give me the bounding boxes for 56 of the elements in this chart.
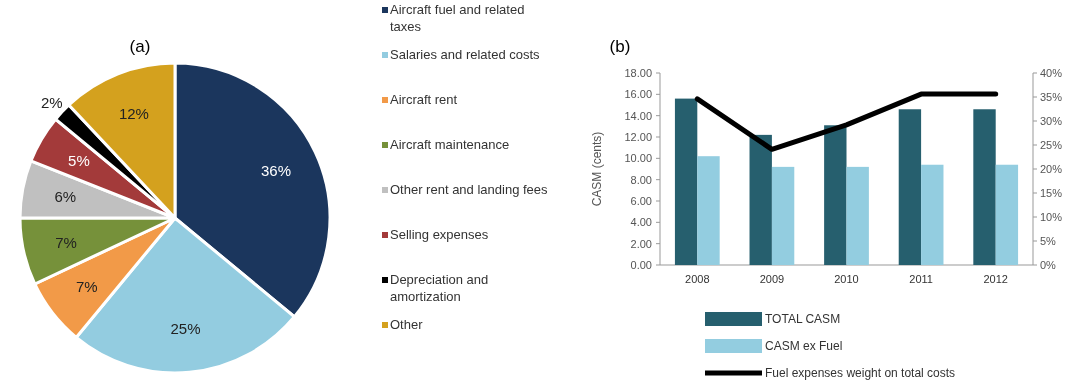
y-axis-title: CASM (cents) [590, 131, 604, 207]
data-label: 7% [55, 233, 77, 251]
bar [921, 164, 944, 265]
x-tick-label: 2009 [759, 273, 785, 285]
y2-tick-label: 35% [1040, 90, 1063, 103]
legend-label: Depreciation and amortization [390, 272, 489, 304]
bar [824, 125, 847, 265]
legend-label: Aircraft rent [390, 92, 458, 107]
bar [898, 109, 922, 265]
y-tick-label: 6.00 [630, 194, 652, 207]
legend-label: Other [390, 317, 424, 332]
bar [749, 134, 772, 265]
legend-label: Aircraft maintenance [390, 137, 510, 152]
y2-tick-label: 20% [1040, 162, 1063, 175]
data-label: 25% [170, 320, 201, 338]
x-tick-label: 2012 [983, 273, 1008, 285]
legend-label: Selling expenses [390, 227, 489, 242]
data-label: 36% [260, 161, 291, 179]
data-label: 5% [68, 152, 90, 170]
chart-title: (b) [609, 37, 631, 56]
y-tick-label: 2.00 [630, 237, 652, 250]
bar [973, 109, 996, 265]
legend-label: Salaries and related costs [390, 47, 541, 62]
y-tick-label: 16.00 [624, 88, 652, 101]
legend-label: Fuel expenses weight on total costs [765, 366, 956, 381]
bar [846, 166, 869, 265]
data-label: 2% [40, 93, 63, 111]
y-tick-label: 10.00 [624, 152, 652, 165]
y2-tick-label: 40% [1040, 66, 1063, 79]
x-tick-label: 2008 [685, 273, 710, 285]
x-tick-label: 2010 [834, 273, 859, 285]
bar [995, 164, 1019, 265]
y-tick-label: 14.00 [624, 109, 652, 122]
y2-tick-label: 25% [1040, 138, 1063, 151]
legend-label: Aircraft fuel and related taxes [390, 2, 525, 34]
bar [771, 166, 795, 265]
y2-tick-label: 0% [1040, 258, 1057, 271]
y-tick-label: 8.00 [630, 173, 652, 186]
y2-tick-label: 15% [1040, 186, 1063, 199]
y-tick-label: 4.00 [630, 216, 652, 229]
legend-label: CASM ex Fuel [765, 339, 843, 354]
data-label: 6% [54, 188, 77, 206]
y2-tick-label: 30% [1040, 114, 1063, 127]
y2-tick-label: 10% [1040, 210, 1063, 223]
legend-label: Other rent and landing fees [390, 182, 549, 197]
legend-label: TOTAL CASM [765, 312, 841, 327]
y-tick-label: 18.00 [624, 66, 652, 79]
y2-tick-label: 5% [1040, 234, 1057, 247]
y-tick-label: 12.00 [624, 130, 652, 143]
data-label: 12% [118, 105, 149, 123]
text: (a) [129, 37, 151, 56]
bar [674, 98, 698, 265]
data-label: 7% [75, 277, 98, 295]
y-tick-label: 0.00 [630, 258, 652, 271]
bar [697, 156, 720, 265]
x-tick-label: 2011 [909, 273, 933, 285]
